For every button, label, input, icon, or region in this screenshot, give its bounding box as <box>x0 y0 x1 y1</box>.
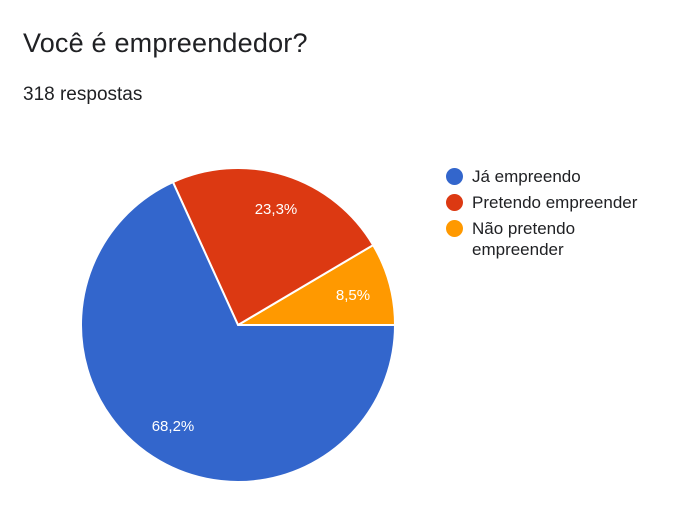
legend-label: Não pretendo empreender <box>472 219 576 259</box>
legend-dot-icon <box>446 194 463 211</box>
legend-label: Já empreendo <box>472 167 581 186</box>
legend-item-ja-empreendo[interactable]: Já empreendo <box>446 166 647 187</box>
slice-label-nao-pretendo: 8,5% <box>336 287 370 304</box>
pie-slice-0[interactable] <box>80 180 397 483</box>
legend-item-nao-pretendo-empreender[interactable]: Não pretendo empreender <box>446 218 647 260</box>
chart-legend: Já empreendo Pretendo empreender Não pre… <box>446 166 647 265</box>
slice-label-ja-empreendo: 68,2% <box>152 418 195 435</box>
pie-slice-2[interactable] <box>234 243 397 326</box>
pie-slice-1[interactable] <box>171 167 375 327</box>
chart-title: Você é empreendedor? <box>23 28 308 58</box>
legend-dot-icon <box>446 220 463 237</box>
response-count: 318 respostas <box>23 84 143 105</box>
legend-item-pretendo-empreender[interactable]: Pretendo empreender <box>446 192 647 213</box>
pie-slices <box>80 167 397 483</box>
slice-label-pretendo: 23,3% <box>255 201 298 218</box>
legend-dot-icon <box>446 168 463 185</box>
legend-label: Pretendo empreender <box>472 193 638 212</box>
